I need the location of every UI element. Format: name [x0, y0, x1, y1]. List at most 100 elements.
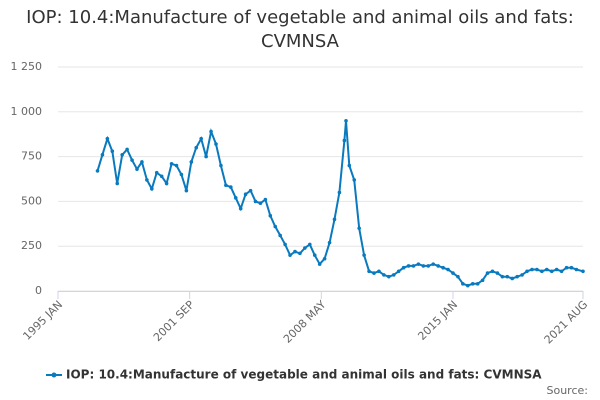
point	[520, 273, 524, 277]
y-tick-label: 0	[35, 284, 42, 297]
point	[475, 282, 480, 286]
point	[515, 274, 519, 279]
point	[530, 267, 534, 272]
point	[273, 224, 278, 229]
x-tick-label: 2008 MAY	[281, 298, 329, 346]
point	[510, 276, 515, 281]
point	[446, 267, 450, 272]
point	[421, 264, 426, 268]
point	[189, 160, 194, 164]
point	[347, 163, 352, 168]
x-tick-label: 2015 JAN	[415, 298, 460, 343]
point	[540, 269, 544, 274]
point	[243, 192, 248, 197]
point	[150, 187, 154, 191]
point	[500, 274, 505, 279]
point	[344, 118, 348, 123]
point	[362, 253, 366, 257]
point	[391, 273, 396, 277]
point	[105, 136, 110, 141]
point	[303, 246, 307, 250]
point	[174, 163, 179, 168]
point	[342, 138, 347, 143]
point	[130, 158, 134, 162]
point	[263, 197, 268, 202]
x-tick-label: 2001 SEP	[151, 298, 197, 344]
point	[219, 163, 223, 168]
point	[411, 264, 416, 268]
point	[426, 264, 431, 268]
point	[164, 181, 169, 186]
point	[169, 161, 174, 166]
point	[470, 282, 475, 286]
point	[357, 226, 361, 231]
point	[120, 153, 124, 157]
point	[125, 147, 129, 152]
point	[258, 201, 263, 205]
point	[465, 283, 470, 288]
x-tick-label: 2021 AUG	[542, 298, 591, 347]
point	[352, 178, 357, 182]
point	[194, 145, 199, 150]
point	[480, 278, 485, 283]
point	[199, 136, 203, 141]
point	[549, 269, 554, 274]
y-tick-label: 250	[21, 239, 42, 252]
point	[490, 269, 495, 274]
point	[535, 267, 539, 272]
point	[581, 269, 585, 274]
point	[544, 267, 549, 272]
point	[233, 196, 238, 200]
point	[386, 274, 391, 279]
point	[416, 262, 421, 266]
y-tick-label: 500	[21, 194, 42, 207]
point	[283, 242, 287, 247]
point	[312, 253, 317, 257]
point	[214, 142, 218, 146]
point	[461, 282, 465, 286]
point	[159, 174, 164, 179]
point	[248, 188, 253, 193]
point	[268, 213, 273, 218]
legend-marker	[51, 372, 57, 378]
point	[406, 264, 411, 268]
point	[451, 271, 455, 275]
point	[564, 265, 569, 270]
point	[456, 274, 460, 279]
point	[337, 190, 342, 195]
point	[327, 240, 332, 245]
point	[401, 265, 406, 270]
point	[317, 262, 322, 266]
y-tick-label: 1 250	[11, 60, 43, 73]
point	[396, 269, 401, 274]
point	[154, 170, 159, 175]
point	[110, 149, 115, 154]
point	[209, 129, 213, 134]
point	[184, 188, 189, 193]
point	[308, 242, 312, 247]
point	[441, 265, 445, 270]
point	[145, 178, 149, 182]
point	[135, 167, 139, 171]
point	[559, 269, 564, 274]
point	[431, 262, 436, 266]
source: Source:	[547, 384, 589, 397]
point	[95, 169, 100, 173]
point	[525, 269, 529, 274]
point	[372, 271, 376, 275]
point	[179, 172, 184, 177]
legend-item: IOP: 10.4:Manufacture of vegetable and a…	[46, 368, 542, 382]
point	[224, 183, 228, 188]
point	[574, 267, 579, 272]
point	[332, 217, 337, 222]
point	[569, 265, 574, 270]
point	[322, 256, 327, 261]
point	[495, 271, 500, 275]
point	[140, 160, 144, 164]
point	[204, 154, 208, 159]
point	[554, 267, 559, 272]
point	[288, 253, 292, 257]
point	[229, 185, 233, 189]
chart-title: IOP: 10.4:Manufacture of vegetable and a…	[26, 7, 574, 52]
